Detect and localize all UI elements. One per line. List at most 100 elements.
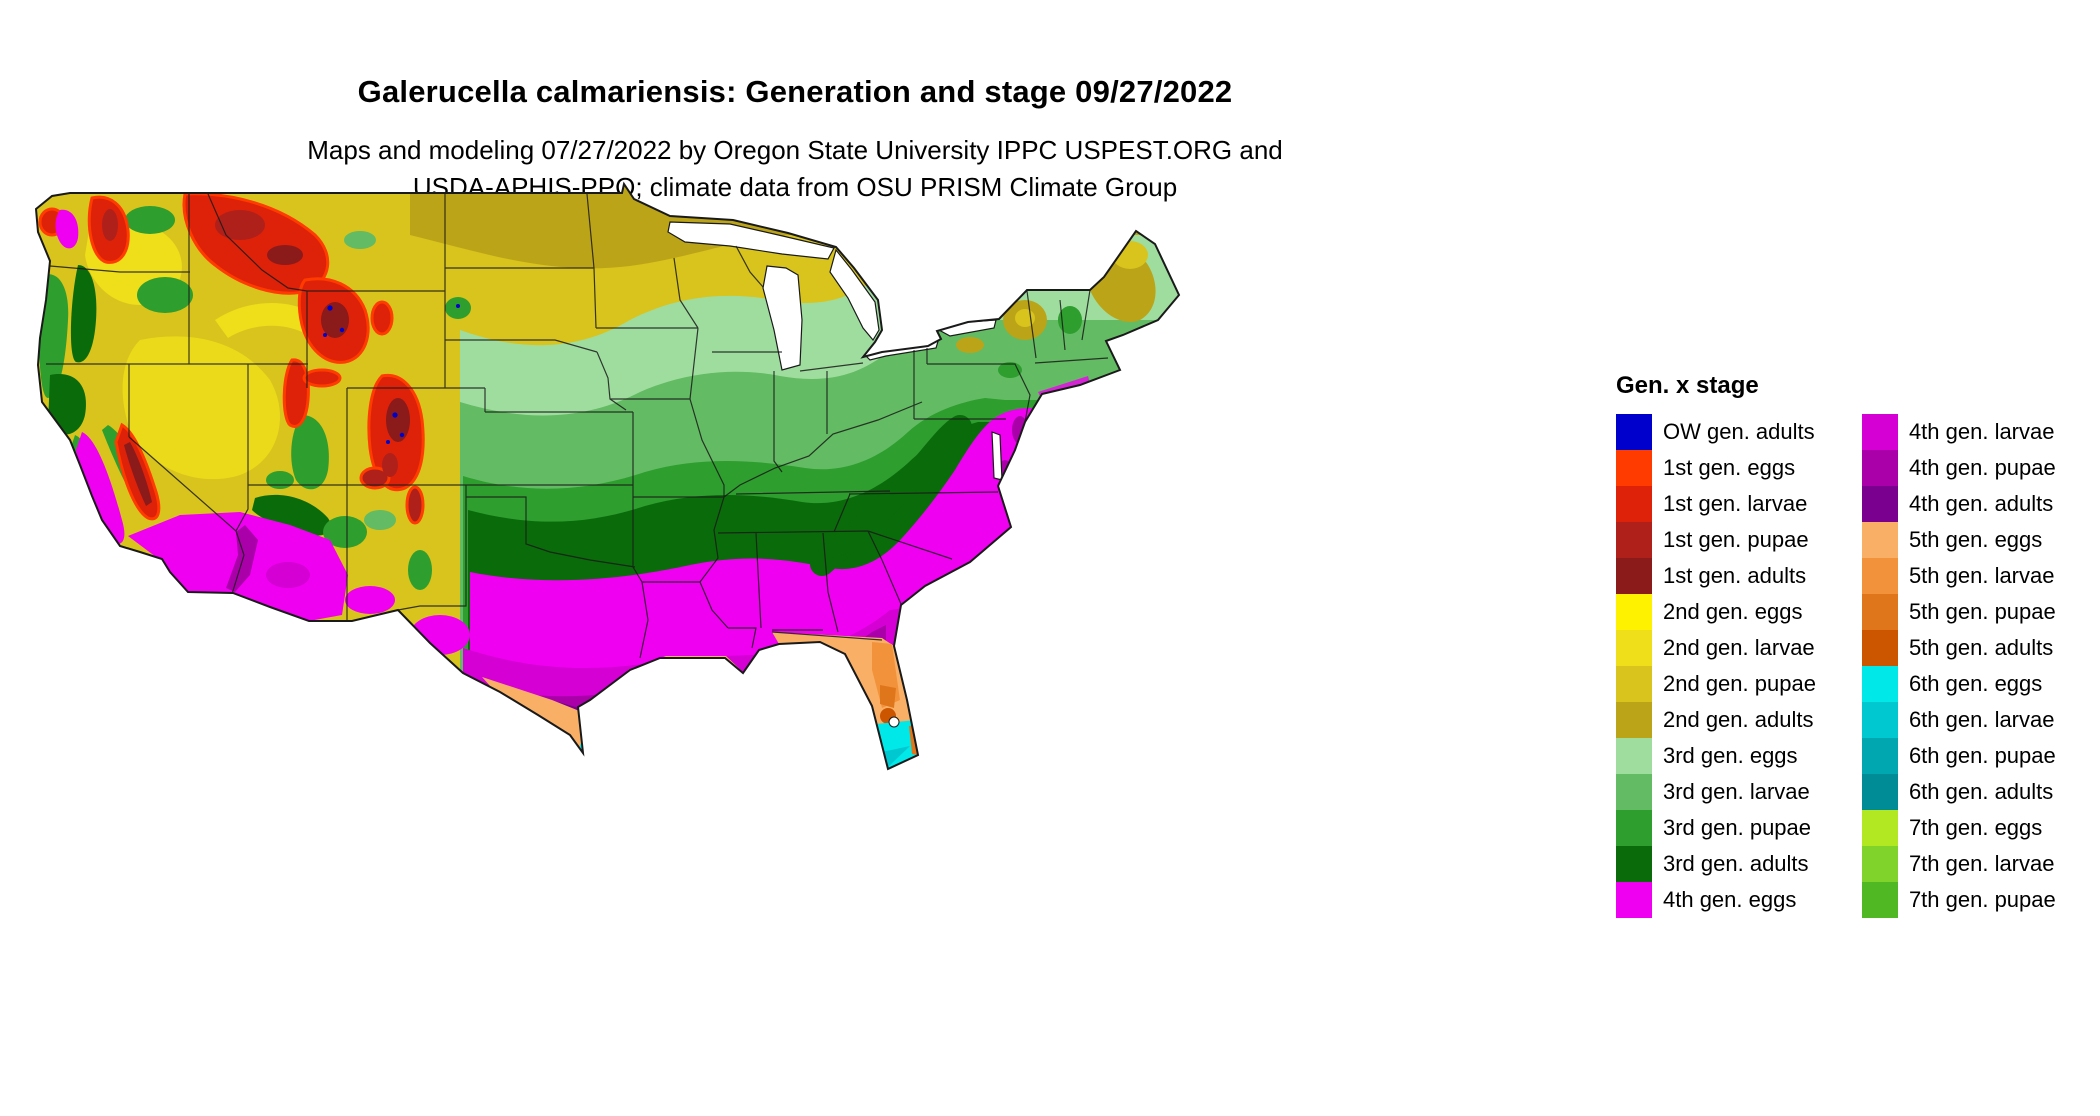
- legend-item: 1st gen. pupae: [1616, 522, 1816, 558]
- state-borders: [46, 193, 1109, 659]
- montana-green-patch: [344, 231, 376, 249]
- legend-columns: OW gen. adults 1st gen. eggs 1st gen. larv…: [1616, 414, 2056, 918]
- legend-label: 5th gen. larvae: [1908, 563, 2055, 588]
- legend-label: 2nd gen. eggs: [1663, 599, 1803, 624]
- legend-swatch: [1861, 450, 1898, 486]
- florida-tip-cyan: [882, 746, 910, 767]
- legend-swatch: [1861, 630, 1898, 666]
- yellowstone-red-core: [321, 302, 349, 338]
- map-color-regions: [36, 184, 1179, 769]
- legend-label: 3rd gen. pupae: [1663, 815, 1812, 840]
- new-mexico-green: [364, 510, 396, 530]
- legend-item: 4th gen. pupae: [1861, 450, 2056, 486]
- south-texas-orange: [482, 677, 592, 755]
- lake-michigan: [762, 265, 803, 371]
- legend-label: 7th gen. pupae: [1908, 887, 2056, 912]
- blue-mountains-green: [137, 277, 193, 313]
- tug-hill-olive: [956, 337, 984, 353]
- legend-item: 2nd gen. eggs: [1616, 594, 1816, 630]
- legend-column: OW gen. adults 1st gen. eggs 1st gen. larv…: [1616, 414, 1816, 918]
- great-lakes: [667, 221, 1003, 481]
- legend-item: 6th gen. eggs: [1861, 666, 2056, 702]
- legend-label: 1st gen. eggs: [1663, 455, 1796, 480]
- legend-item: 6th gen. adults: [1861, 774, 2056, 810]
- phoenix-purple: [266, 562, 310, 588]
- legend-swatch: [1861, 702, 1898, 738]
- page-subtitle: Maps and modeling 07/27/2022 by Oregon S…: [0, 132, 1590, 206]
- legend-swatch: [1861, 594, 1898, 630]
- legend-title: Gen. x stage: [1616, 372, 1759, 399]
- legend-swatch: [1861, 810, 1898, 846]
- legend-swatch: [1861, 522, 1898, 558]
- legend-item: 6th gen. larvae: [1861, 702, 2056, 738]
- wasatch-red: [282, 358, 310, 428]
- legend-label: 3rd gen. eggs: [1663, 743, 1798, 768]
- coast-range-green: [39, 274, 69, 398]
- legend-label: 7th gen. eggs: [1908, 815, 2043, 840]
- legend-swatch: [1616, 486, 1652, 522]
- san-juan-red: [359, 466, 391, 490]
- snake-plain-yellow: [215, 302, 310, 338]
- great-basin-yellow: [122, 336, 280, 480]
- central-valley-magenta: [76, 432, 125, 544]
- legend-item: 6th gen. pupae: [1861, 738, 2056, 774]
- us-outline: [34, 181, 1181, 771]
- montana-red-core: [267, 245, 303, 265]
- legend-label: 6th gen. pupae: [1908, 743, 2056, 768]
- colorado-river-purple: [226, 525, 258, 592]
- sangre-de-cristo-red: [405, 485, 425, 525]
- legend-item: 1st gen. adults: [1616, 558, 1816, 594]
- colorado-red-core: [386, 398, 410, 442]
- legend: Gen. x stage OW gen. adults 1st gen. eggs…: [1616, 372, 2056, 918]
- cascades-red-core: [102, 209, 118, 241]
- legend-label: 2nd gen. adults: [1663, 707, 1814, 732]
- chesapeake-bay: [991, 431, 1003, 481]
- legend-label: 4th gen. eggs: [1663, 887, 1797, 912]
- kaibab-green: [266, 471, 294, 489]
- legend-label: 7th gen. larvae: [1908, 851, 2055, 876]
- page-title: Galerucella calmariensis: Generation and…: [357, 74, 1233, 109]
- legend-item: 7th gen. pupae: [1861, 882, 2056, 918]
- legend-item: 2nd gen. pupae: [1616, 666, 1816, 702]
- legend-swatch: [1616, 738, 1652, 774]
- legend-item: 5th gen. adults: [1861, 630, 2056, 666]
- sierra-red-core: [124, 442, 152, 506]
- legend-label: 6th gen. adults: [1908, 779, 2054, 804]
- legend-swatch: [1861, 558, 1898, 594]
- white-mountains-green: [1058, 306, 1082, 334]
- legend-item: 7th gen. eggs: [1861, 810, 2056, 846]
- legend-label: 5th gen. adults: [1908, 635, 2054, 660]
- legend-column: 4th gen. larvae 4th gen. pupae 4th gen. ad…: [1861, 414, 2056, 918]
- us-map-svg: [34, 181, 1181, 771]
- legend-swatch: [1616, 522, 1652, 558]
- ow-adult-blue-dots: [323, 304, 460, 444]
- us-generation-stage-map: [30, 180, 1190, 790]
- lake-superior: [667, 221, 835, 260]
- legend-swatch: [1616, 450, 1652, 486]
- legend-item: 5th gen. eggs: [1861, 522, 2056, 558]
- legend-item: 4th gen. larvae: [1861, 414, 2056, 450]
- legend-item: 1st gen. eggs: [1616, 450, 1816, 486]
- legend-label: 5th gen. eggs: [1908, 527, 2043, 552]
- legend-label: 3rd gen. larvae: [1663, 779, 1810, 804]
- legend-label: 4th gen. adults: [1908, 491, 2054, 516]
- legend-swatch: [1616, 702, 1652, 738]
- legend-item: 3rd gen. pupae: [1616, 810, 1816, 846]
- idaho-red-core: [215, 210, 265, 240]
- legend-item: 2nd gen. adults: [1616, 702, 1816, 738]
- klamath-green: [48, 374, 86, 435]
- legend-swatch: [1616, 666, 1652, 702]
- legend-item: 4th gen. adults: [1861, 486, 2056, 522]
- legend-swatch: [1616, 810, 1652, 846]
- legend-swatch: [1861, 846, 1898, 882]
- legend-item: 2nd gen. larvae: [1616, 630, 1816, 666]
- legend-swatch: [1616, 846, 1652, 882]
- legend-swatch: [1861, 774, 1898, 810]
- lake-huron: [829, 248, 880, 342]
- legend-item: 5th gen. larvae: [1861, 558, 2056, 594]
- north-maine-yellow: [1112, 241, 1148, 269]
- legend-item: 5th gen. pupae: [1861, 594, 2056, 630]
- legend-swatch: [1861, 738, 1898, 774]
- legend-swatch: [1616, 414, 1652, 450]
- legend-label: 4th gen. larvae: [1908, 419, 2055, 444]
